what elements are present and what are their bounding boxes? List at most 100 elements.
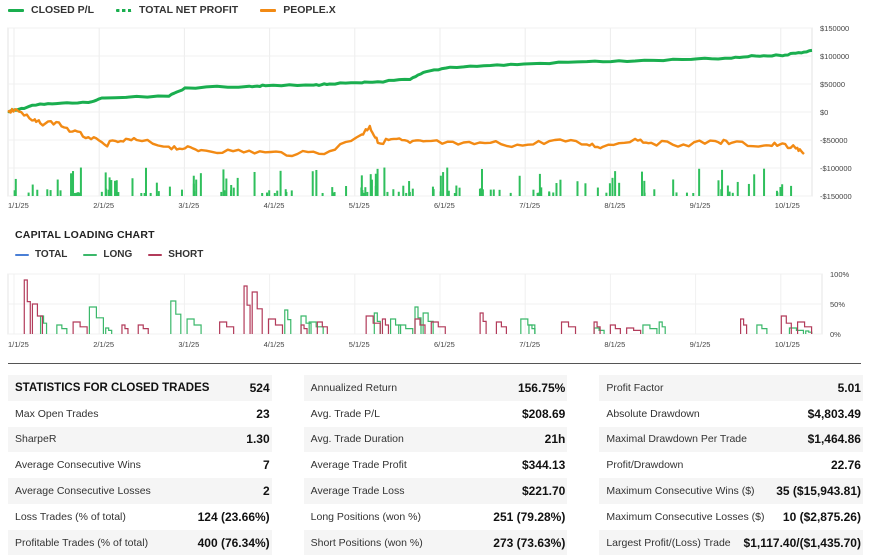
trade-bar: [36, 189, 39, 196]
long-step: [56, 324, 68, 334]
total-swatch: [15, 253, 29, 256]
trade-bar: [14, 178, 17, 196]
trade-bar: [108, 177, 111, 196]
long-step: [593, 327, 605, 334]
trade-bar: [555, 183, 558, 196]
stat-value: 124 (23.66%): [197, 509, 270, 524]
trade-bar: [552, 192, 555, 196]
stat-label: Loss Trades (% of total): [15, 510, 126, 523]
capital-chart-title: CAPITAL LOADING CHART: [15, 229, 155, 241]
stat-value: 273 (73.63%): [493, 535, 566, 550]
stat-value: 1.30: [246, 432, 270, 447]
x-tick-label: 10/1/25: [775, 201, 800, 210]
stat-label: Profit/Drawdown: [606, 459, 684, 472]
net-profit-swatch: [116, 8, 133, 12]
short-step: [414, 318, 426, 334]
stat-value: 10 ($2,875.26): [782, 509, 861, 524]
capital-x-tick-label: 2/1/25: [93, 340, 114, 349]
trade-bar: [640, 171, 643, 196]
capital-x-tick-label: 6/1/25: [434, 340, 455, 349]
pnl-legend: CLOSED P/L TOTAL NET PROFIT PEOPLE.X: [8, 3, 336, 17]
trade-bar: [332, 192, 335, 196]
short-step: [365, 315, 381, 334]
trade-bar: [779, 186, 782, 196]
x-tick-label: 8/1/25: [604, 201, 625, 210]
trade-bar: [290, 190, 293, 196]
short-step: [316, 321, 328, 334]
stat-label: Average Trade Profit: [310, 459, 407, 472]
trade-bar: [370, 179, 373, 196]
stat-label: Long Positions (won %): [310, 510, 421, 523]
trade-bar: [446, 167, 449, 196]
legend-short-label: SHORT: [168, 249, 204, 260]
trade-bar: [672, 179, 675, 196]
trade-bar: [728, 191, 731, 196]
trade-bar: [114, 180, 117, 196]
stat-row: Loss Trades (% of total) 124 (23.66%): [8, 504, 272, 530]
legend-closed-pl[interactable]: CLOSED P/L: [8, 4, 94, 16]
trade-bar: [608, 183, 611, 196]
trade-bar: [79, 167, 82, 196]
stat-row: Profit Factor 5.01: [599, 375, 863, 401]
trade-bar: [509, 192, 512, 196]
trade-bar: [455, 185, 458, 196]
trade-bar: [144, 167, 147, 196]
trade-bar: [478, 188, 481, 196]
y-tick-label: $150000: [820, 24, 849, 33]
pnl-chart[interactable]: 1/1/25 2/1/25 3/1/25 4/1/25 5/1/25 6/1/25 7/1/…: [0, 22, 875, 212]
closed-pl-swatch: [8, 8, 24, 12]
stat-row: Average Consecutive Losses 2: [8, 478, 272, 504]
trade-bar: [220, 191, 223, 196]
long-step: [389, 318, 402, 334]
x-tick-label: 6/1/25: [434, 201, 455, 210]
trade-bar: [78, 192, 81, 196]
trade-bar: [225, 178, 228, 196]
long-step: [39, 315, 48, 334]
trade-bar: [100, 191, 103, 196]
trade-bar: [576, 181, 579, 196]
legend-total[interactable]: TOTAL: [15, 249, 67, 260]
legend-closed-pl-label: CLOSED P/L: [31, 4, 95, 16]
long-step: [186, 318, 202, 334]
trade-bar: [27, 192, 30, 196]
stat-value: 524: [249, 380, 270, 395]
long-step: [170, 300, 182, 334]
trade-bar: [115, 180, 118, 196]
trade-bar: [222, 169, 225, 196]
trade-bar: [536, 192, 539, 196]
trade-bar: [458, 187, 461, 196]
stat-label: Absolute Drawdown: [606, 407, 700, 420]
short-step: [121, 324, 129, 334]
short-step: [560, 321, 577, 334]
capital-loading-chart[interactable]: 100% 50% 0% 1/1/25 2/1/25 3/1/25 4/1/25 5/1/25 6…: [0, 268, 875, 354]
trade-bar: [331, 187, 334, 196]
short-step: [430, 321, 446, 334]
legend-short[interactable]: SHORT: [148, 249, 203, 260]
stat-value: $1,464.86: [807, 432, 861, 447]
trade-bar: [192, 183, 195, 196]
stat-value: 7: [262, 458, 270, 473]
legend-long[interactable]: LONG: [83, 249, 132, 260]
stat-row: Profitable Trades (% of total) 400 (76.34…: [8, 529, 272, 555]
trade-bar: [143, 192, 146, 196]
stat-row: Average Trade Profit $344.13: [304, 452, 568, 478]
stat-label: Average Trade Loss: [310, 485, 405, 498]
trade-bar: [447, 190, 450, 196]
trade-bar: [276, 190, 279, 196]
legend-people-label: PEOPLE.X: [283, 4, 336, 16]
short-step: [251, 291, 263, 334]
stat-row: Annualized Return 156.75%: [303, 375, 568, 401]
trade-bar: [411, 188, 414, 196]
stat-label: Profit Factor: [606, 381, 664, 394]
trade-bar: [236, 177, 239, 196]
legend-total-net-profit[interactable]: TOTAL NET PROFIT: [116, 4, 238, 16]
trade-bar: [596, 187, 599, 196]
long-step: [88, 306, 104, 334]
stat-value: 5.01: [837, 380, 861, 395]
stat-value: 400 (76.34%): [197, 535, 270, 550]
trade-bar: [107, 189, 110, 196]
legend-people[interactable]: PEOPLE.X: [260, 4, 336, 16]
trade-bar: [345, 186, 348, 196]
trade-bar: [110, 180, 113, 196]
short-step: [780, 315, 792, 334]
